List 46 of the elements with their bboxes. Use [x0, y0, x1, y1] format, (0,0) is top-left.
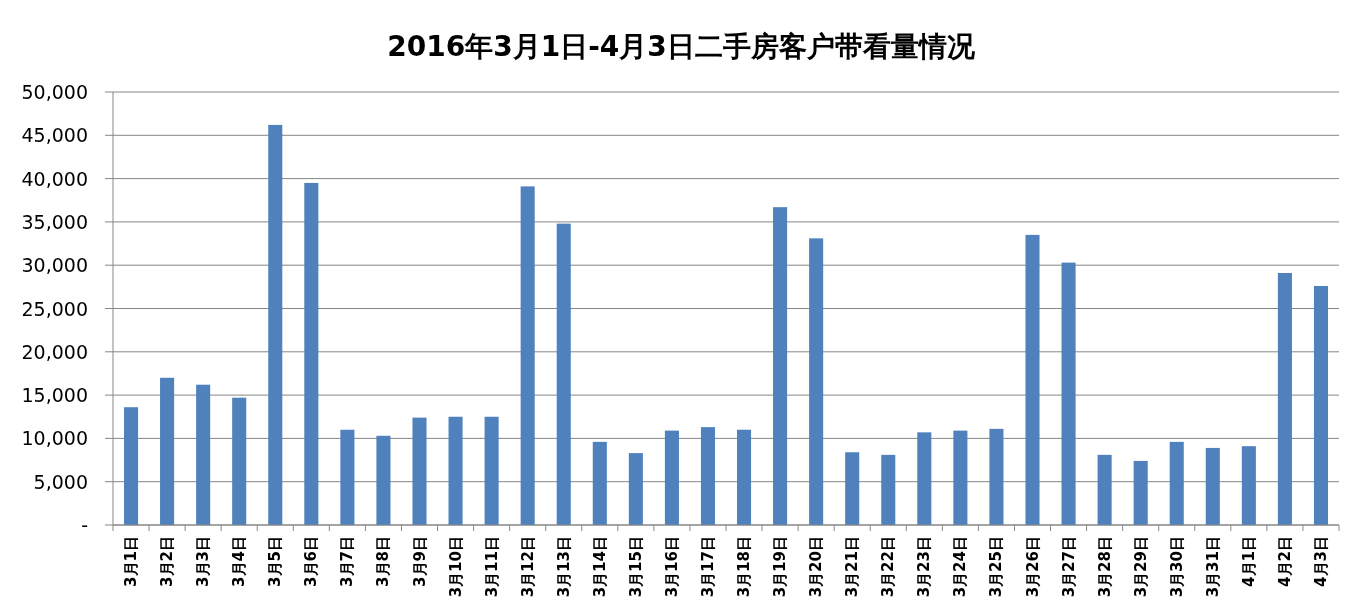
- x-tick-label: 4月1日: [1239, 536, 1258, 587]
- y-tick-label: 15,000: [21, 384, 88, 407]
- x-tick-label: 3月3日: [194, 536, 213, 587]
- x-tick-label: 3月15日: [626, 536, 645, 598]
- y-tick-label: 10,000: [21, 427, 88, 450]
- y-tick-label: 5,000: [33, 470, 88, 493]
- x-tick-label: 3月10日: [446, 536, 465, 598]
- y-tick-label: 35,000: [21, 210, 88, 233]
- x-tick-label: 3月19日: [771, 536, 790, 598]
- x-tick-label: 3月4日: [230, 536, 249, 587]
- x-tick-label: 3月18日: [735, 536, 754, 598]
- x-tick-label: 3月31日: [1203, 536, 1222, 598]
- x-tick-label: 3月9日: [410, 536, 429, 587]
- x-tick-label: 4月2日: [1275, 536, 1294, 587]
- x-tick-label: 3月7日: [338, 536, 357, 587]
- x-tick-label: 3月21日: [843, 536, 862, 598]
- x-tick-label: 3月25日: [987, 536, 1006, 598]
- x-tick-label: 3月28日: [1095, 536, 1114, 598]
- x-tick-label: 3月13日: [554, 536, 573, 598]
- title: 2016年3月1日-4月3日二手房客户带看量情况: [387, 30, 975, 63]
- x-tick-label: 3月20日: [807, 536, 826, 598]
- x-tick-label: 4月3日: [1311, 536, 1330, 587]
- y-tick-label: 50,000: [21, 81, 88, 103]
- x-tick-label: 3月26日: [1023, 536, 1042, 598]
- y-tick-label: 45,000: [21, 124, 88, 147]
- x-tick-label: 3月2日: [158, 536, 177, 587]
- x-tick-label: 3月27日: [1059, 536, 1078, 598]
- x-tick-label: 3月6日: [302, 536, 321, 587]
- x-tick-label: 3月12日: [518, 536, 537, 598]
- y-tick-label: 20,000: [21, 340, 88, 363]
- x-tick-label: 3月11日: [482, 536, 501, 598]
- x-tick-label: 3月30日: [1167, 536, 1186, 598]
- x-tick-label: 3月1日: [122, 536, 141, 587]
- x-tick-label: 3月24日: [951, 536, 970, 598]
- x-tick-label: 3月14日: [590, 536, 609, 598]
- y-tick-label: 25,000: [21, 297, 88, 320]
- x-tick-label: 3月16日: [662, 536, 681, 598]
- y-tick-label: 30,000: [21, 254, 88, 277]
- x-tick-label: 3月23日: [915, 536, 934, 598]
- y-tick-label: -: [81, 514, 88, 536]
- x-tick-label: 3月29日: [1131, 536, 1150, 598]
- x-tick-label: 3月5日: [266, 536, 285, 587]
- x-tick-label: 3月8日: [374, 536, 393, 587]
- y-tick-label: 40,000: [21, 167, 88, 190]
- x-tick-label: 3月22日: [879, 536, 898, 598]
- x-tick-label: 3月17日: [698, 536, 717, 598]
